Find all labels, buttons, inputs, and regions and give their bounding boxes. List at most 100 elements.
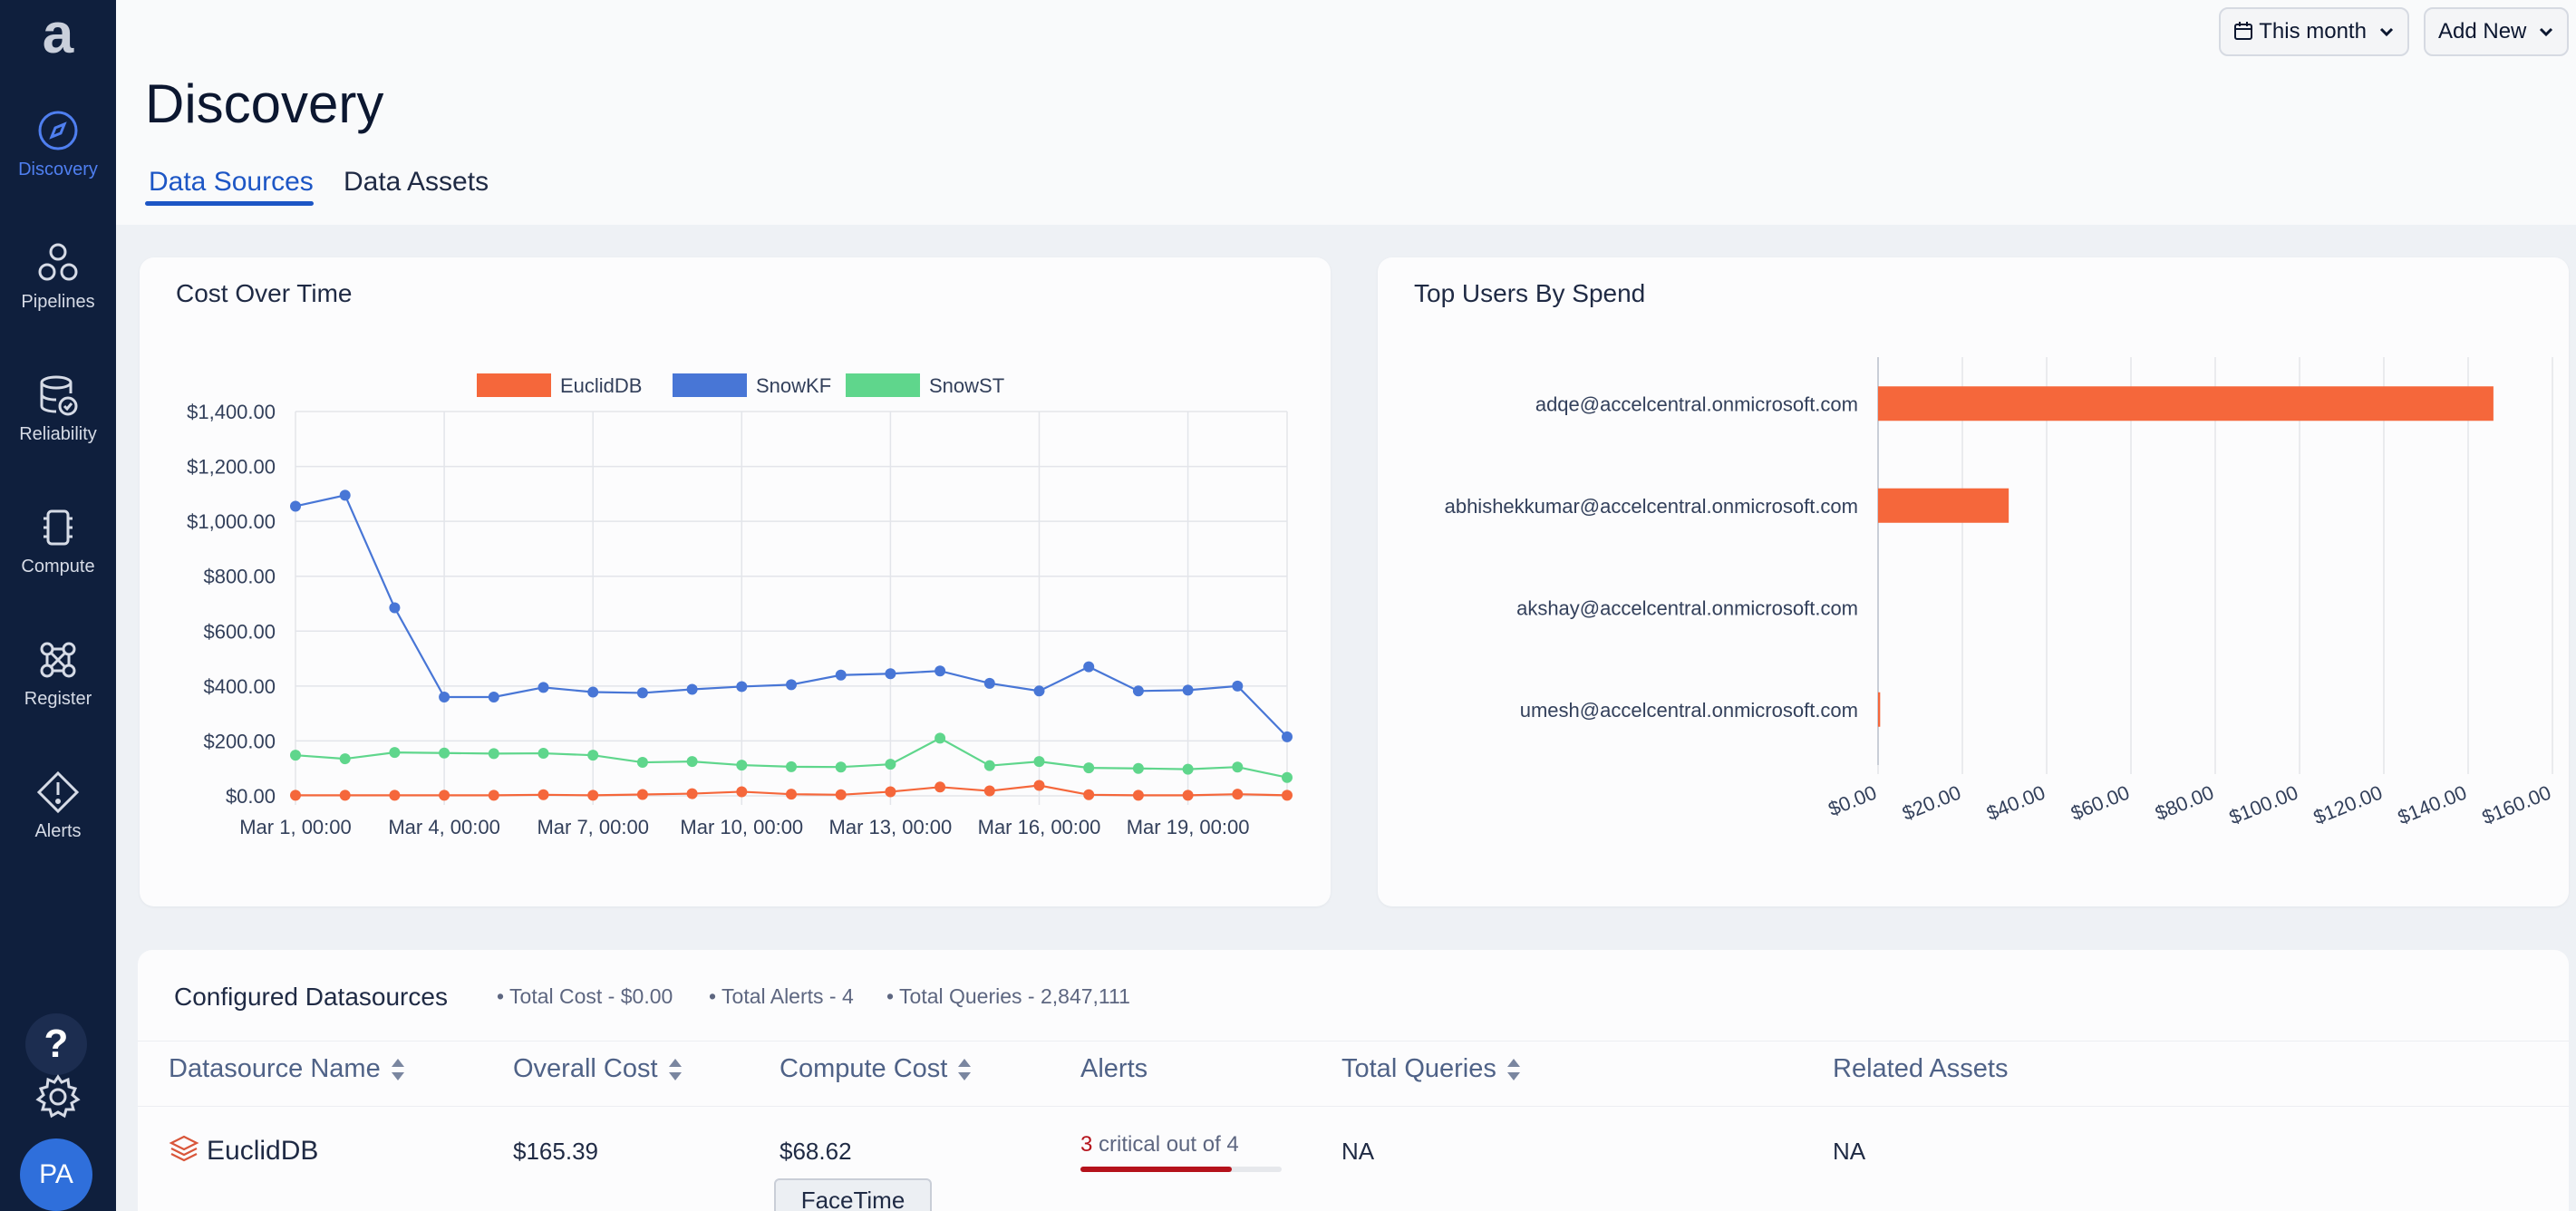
table-row[interactable]: EuclidDB $165.39 $68.62 3 critical out o… bbox=[138, 1106, 2569, 1211]
sidebar-item-reliability[interactable]: Reliability bbox=[0, 373, 116, 482]
settings-button[interactable] bbox=[33, 1071, 83, 1122]
data-point bbox=[686, 756, 698, 768]
bar bbox=[1878, 488, 2009, 523]
facetime-tooltip: FaceTime bbox=[774, 1178, 932, 1211]
data-point bbox=[290, 750, 301, 761]
data-point bbox=[587, 790, 599, 801]
data-point bbox=[935, 732, 946, 744]
sidebar-item-label: Pipelines bbox=[21, 292, 95, 312]
sidebar: a Discovery Pipelines Reliability Comput… bbox=[0, 0, 116, 1211]
col-related-assets[interactable]: Related Assets bbox=[1833, 1054, 2009, 1083]
data-point bbox=[1132, 762, 1144, 774]
y-tick-label: $600.00 bbox=[203, 620, 276, 643]
col-alerts[interactable]: Alerts bbox=[1080, 1054, 1148, 1083]
category-label: abhishekkumar@accelcentral.onmicrosoft.c… bbox=[1445, 495, 1858, 518]
sidebar-item-alerts[interactable]: Alerts bbox=[0, 770, 116, 879]
y-tick-label: $200.00 bbox=[203, 730, 276, 752]
col-datasource-name[interactable]: Datasource Name bbox=[169, 1054, 406, 1084]
calendar-icon bbox=[2234, 22, 2252, 40]
data-point bbox=[1033, 756, 1045, 768]
data-point bbox=[1083, 762, 1095, 774]
tab-data-assets[interactable]: Data Assets bbox=[344, 167, 489, 197]
legend-label: SnowKF bbox=[756, 374, 831, 397]
sort-icon bbox=[1506, 1059, 1520, 1081]
data-point bbox=[1132, 685, 1144, 697]
x-tick-label: $100.00 bbox=[2226, 780, 2301, 828]
total-queries-stat: • Total Queries - 2,847,111 bbox=[886, 984, 1130, 1008]
data-point bbox=[935, 781, 946, 793]
data-point bbox=[439, 747, 450, 759]
legend-swatch bbox=[673, 373, 747, 397]
related-assets-cell: NA bbox=[1833, 1138, 1866, 1165]
gear-icon bbox=[35, 1074, 81, 1119]
data-point bbox=[488, 691, 499, 702]
category-label: adqe@accelcentral.onmicrosoft.com bbox=[1535, 392, 1858, 415]
datasource-name-cell[interactable]: EuclidDB bbox=[169, 1134, 318, 1167]
data-point bbox=[686, 788, 698, 799]
x-tick-label: Mar 7, 00:00 bbox=[537, 816, 649, 838]
page-title: Discovery bbox=[145, 73, 384, 134]
avatar[interactable]: PA bbox=[20, 1138, 92, 1211]
active-tab-indicator bbox=[145, 201, 314, 206]
category-label: akshay@accelcentral.onmicrosoft.com bbox=[1516, 596, 1858, 619]
data-point bbox=[935, 665, 946, 677]
sidebar-item-discovery[interactable]: Discovery bbox=[0, 109, 116, 218]
data-point bbox=[439, 790, 450, 801]
add-new-dropdown[interactable]: Add New bbox=[2424, 7, 2570, 56]
help-button[interactable]: ? bbox=[25, 1013, 87, 1075]
data-point bbox=[587, 686, 599, 698]
y-tick-label: $800.00 bbox=[203, 566, 276, 588]
x-tick-label: Mar 16, 00:00 bbox=[978, 816, 1101, 838]
chevron-down-icon bbox=[2540, 27, 2553, 37]
sidebar-item-pipelines[interactable]: Pipelines bbox=[0, 241, 116, 350]
data-point bbox=[786, 761, 797, 772]
chart-title: Top Users By Spend bbox=[1414, 279, 1646, 307]
data-point bbox=[835, 669, 847, 681]
section-title: Configured Datasources bbox=[174, 983, 448, 1011]
bar bbox=[1878, 386, 2494, 421]
x-tick-label: Mar 19, 00:00 bbox=[1127, 816, 1250, 838]
data-point bbox=[885, 668, 896, 680]
register-icon bbox=[40, 642, 76, 678]
alert-icon bbox=[36, 770, 80, 814]
y-tick-label: $0.00 bbox=[226, 785, 276, 808]
total-queries-cell: NA bbox=[1341, 1138, 1375, 1165]
table-header: Datasource Name Overall Cost Compute Cos… bbox=[138, 1041, 2569, 1155]
compute-cost-cell: $68.62 bbox=[780, 1138, 852, 1165]
data-point bbox=[1182, 790, 1194, 801]
x-tick-label: $60.00 bbox=[2068, 780, 2133, 824]
data-point bbox=[389, 790, 401, 801]
sort-icon bbox=[668, 1059, 682, 1081]
alerts-cell: 3 critical out of 4 bbox=[1080, 1132, 1239, 1157]
data-point bbox=[339, 489, 351, 501]
data-point bbox=[1232, 789, 1244, 800]
cost-over-time-chart: $0.00 $200.00 $400.00 $600.00 $800.00 $1,000.… bbox=[187, 373, 1293, 838]
data-point bbox=[488, 790, 499, 801]
data-point bbox=[1033, 685, 1045, 697]
date-range-dropdown[interactable]: This month bbox=[2219, 7, 2409, 56]
data-point bbox=[1083, 789, 1095, 800]
data-point bbox=[537, 789, 549, 800]
data-point bbox=[389, 602, 401, 614]
bar bbox=[1878, 692, 1881, 727]
y-tick-label: $1,200.00 bbox=[187, 456, 276, 479]
col-total-queries[interactable]: Total Queries bbox=[1341, 1054, 1522, 1084]
data-point bbox=[686, 683, 698, 695]
sidebar-item-label: Compute bbox=[21, 557, 95, 576]
sidebar-item-register[interactable]: Register bbox=[0, 638, 116, 747]
data-point bbox=[835, 789, 847, 800]
col-overall-cost[interactable]: Overall Cost bbox=[513, 1054, 683, 1084]
sidebar-item-label: Register bbox=[24, 689, 92, 709]
app-logo[interactable]: a bbox=[42, 3, 74, 65]
data-point bbox=[389, 747, 401, 759]
data-point bbox=[488, 748, 499, 760]
data-point bbox=[983, 760, 995, 771]
data-point bbox=[885, 759, 896, 770]
x-tick-label: Mar 1, 00:00 bbox=[239, 816, 352, 838]
category-label: umesh@accelcentral.onmicrosoft.com bbox=[1520, 699, 1858, 722]
col-compute-cost[interactable]: Compute Cost bbox=[780, 1054, 973, 1084]
data-point bbox=[736, 760, 748, 771]
tab-data-sources[interactable]: Data Sources bbox=[149, 167, 314, 197]
data-point bbox=[636, 757, 648, 769]
sidebar-item-compute[interactable]: Compute bbox=[0, 506, 116, 615]
